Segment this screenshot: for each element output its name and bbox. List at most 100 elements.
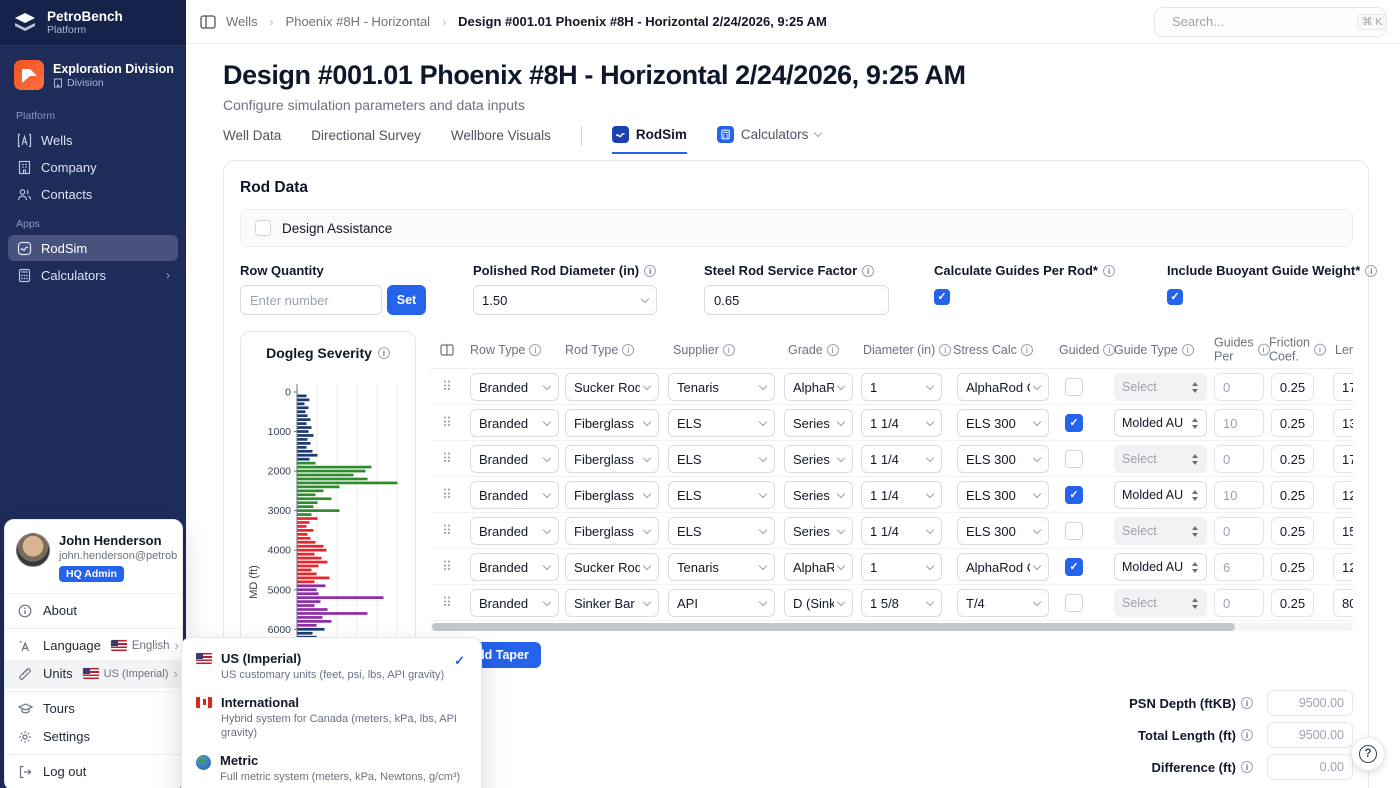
settings-menu-item[interactable]: Settings: [5, 723, 182, 751]
stress-calc-select[interactable]: T/4: [957, 589, 1049, 617]
grade-select[interactable]: D (Sinker: [784, 589, 853, 617]
language-menu-item[interactable]: Language English: [5, 632, 182, 660]
breadcrumb-well[interactable]: Phoenix #8H - Horizontal: [285, 14, 431, 29]
difference-input[interactable]: [1267, 754, 1353, 780]
tours-menu-item[interactable]: Tours: [5, 695, 182, 723]
rod-type-select[interactable]: Sinker Bar: [565, 589, 659, 617]
grade-select[interactable]: Series 3: [784, 517, 853, 545]
info-icon[interactable]: [622, 343, 635, 356]
set-button[interactable]: Set: [387, 285, 426, 315]
table-scrollbar-thumb[interactable]: [432, 623, 1235, 631]
stress-calc-select[interactable]: AlphaRod CS: [957, 553, 1049, 581]
grade-select[interactable]: Series 3: [784, 481, 853, 509]
grade-select[interactable]: Series 3: [784, 409, 853, 437]
calculate-guides-checkbox[interactable]: [934, 289, 950, 305]
length-input[interactable]: 135: [1333, 409, 1353, 437]
sidebar-toggle-icon[interactable]: [200, 14, 216, 29]
supplier-select[interactable]: Tenaris: [668, 373, 775, 401]
length-input[interactable]: 125: [1333, 481, 1353, 509]
guides-per-input[interactable]: 6: [1214, 553, 1264, 581]
info-icon[interactable]: [1241, 697, 1253, 709]
length-input[interactable]: 80: [1333, 589, 1353, 617]
about-menu-item[interactable]: About: [5, 597, 182, 625]
length-input[interactable]: 170: [1333, 445, 1353, 473]
stress-calc-select[interactable]: AlphaRod CS: [957, 373, 1049, 401]
row-type-select[interactable]: Branded: [470, 481, 559, 509]
tab-rodsim[interactable]: RodSim: [611, 126, 687, 154]
breadcrumb-wells[interactable]: Wells: [226, 14, 258, 29]
row-type-select[interactable]: Branded: [470, 553, 559, 581]
diameter-select[interactable]: 1 1/4: [861, 445, 942, 473]
info-icon[interactable]: [1365, 264, 1378, 277]
logout-menu-item[interactable]: Log out: [5, 758, 182, 786]
length-input[interactable]: 150: [1333, 517, 1353, 545]
tab-well-data[interactable]: Well Data: [223, 128, 282, 143]
row-type-select[interactable]: Branded: [470, 589, 559, 617]
info-icon[interactable]: [529, 343, 542, 356]
sidebar-item-wells[interactable]: Wells: [8, 127, 178, 153]
tab-calculators[interactable]: Calculators: [716, 126, 823, 154]
stress-calc-select[interactable]: ELS 300: [957, 481, 1049, 509]
total-length-input[interactable]: [1267, 722, 1353, 748]
row-type-select[interactable]: Branded: [470, 373, 559, 401]
info-icon[interactable]: [1020, 343, 1033, 356]
drag-handle[interactable]: [432, 589, 462, 617]
info-icon[interactable]: [1241, 761, 1253, 773]
guided-checkbox[interactable]: [1065, 522, 1083, 540]
guided-checkbox[interactable]: [1065, 558, 1083, 576]
search-input[interactable]: [1170, 13, 1350, 30]
polished-rod-select[interactable]: 1.50: [473, 285, 657, 315]
supplier-select[interactable]: Tenaris: [668, 553, 775, 581]
row-type-select[interactable]: Branded: [470, 409, 559, 437]
info-icon[interactable]: [862, 264, 875, 277]
drag-handle[interactable]: [432, 481, 462, 509]
stress-calc-select[interactable]: ELS 300: [957, 517, 1049, 545]
info-icon[interactable]: [1241, 729, 1253, 741]
friction-coef-input[interactable]: 0.25: [1271, 445, 1314, 473]
diameter-select[interactable]: 1: [861, 373, 942, 401]
friction-coef-input[interactable]: 0.25: [1271, 553, 1314, 581]
stress-calc-select[interactable]: ELS 300: [957, 409, 1049, 437]
diameter-select[interactable]: 1 1/4: [861, 481, 942, 509]
drag-handle[interactable]: [432, 553, 462, 581]
length-input[interactable]: 120: [1333, 553, 1353, 581]
columns-icon[interactable]: [440, 343, 454, 356]
grade-select[interactable]: AlphaRod: [784, 553, 853, 581]
unit-option-us-imperial[interactable]: US (Imperial) US customary units (feet, …: [188, 645, 475, 689]
guide-type-select[interactable]: Select: [1114, 589, 1207, 617]
rod-type-select[interactable]: Fiberglass: [565, 481, 659, 509]
units-menu-item[interactable]: Units US (Imperial): [5, 659, 182, 688]
rod-type-select[interactable]: Fiberglass: [565, 445, 659, 473]
service-factor-input[interactable]: [704, 285, 889, 315]
info-icon[interactable]: [1257, 343, 1270, 356]
guide-type-select[interactable]: Molded AU: [1114, 409, 1207, 437]
guide-type-select[interactable]: Select: [1114, 445, 1207, 473]
grade-select[interactable]: Series 3: [784, 445, 853, 473]
friction-coef-input[interactable]: 0.25: [1271, 589, 1314, 617]
guides-per-input[interactable]: 10: [1214, 409, 1264, 437]
row-quantity-input[interactable]: [240, 285, 382, 315]
info-icon[interactable]: [1313, 343, 1326, 356]
diameter-select[interactable]: 1 1/4: [861, 409, 942, 437]
drag-handle[interactable]: [432, 373, 462, 401]
guides-per-input[interactable]: 10: [1214, 481, 1264, 509]
psn-depth-input[interactable]: [1267, 690, 1353, 716]
length-input[interactable]: 170: [1333, 373, 1353, 401]
friction-coef-input[interactable]: 0.25: [1271, 373, 1314, 401]
grade-select[interactable]: AlphaRod: [784, 373, 853, 401]
guides-per-input[interactable]: 0: [1214, 517, 1264, 545]
guide-type-select[interactable]: Molded AU: [1114, 553, 1207, 581]
diameter-select[interactable]: 1 1/4: [861, 517, 942, 545]
guided-checkbox[interactable]: [1065, 486, 1083, 504]
supplier-select[interactable]: ELS: [668, 517, 775, 545]
friction-coef-input[interactable]: 0.25: [1271, 481, 1314, 509]
row-type-select[interactable]: Branded: [470, 445, 559, 473]
info-icon[interactable]: [939, 343, 952, 356]
info-icon[interactable]: [722, 343, 735, 356]
org-switcher[interactable]: Exploration Division Division: [8, 54, 178, 96]
sidebar-item-company[interactable]: Company: [8, 154, 178, 180]
supplier-select[interactable]: ELS: [668, 409, 775, 437]
rod-type-select[interactable]: Fiberglass: [565, 517, 659, 545]
guided-checkbox[interactable]: [1065, 594, 1083, 612]
friction-coef-input[interactable]: 0.25: [1271, 409, 1314, 437]
